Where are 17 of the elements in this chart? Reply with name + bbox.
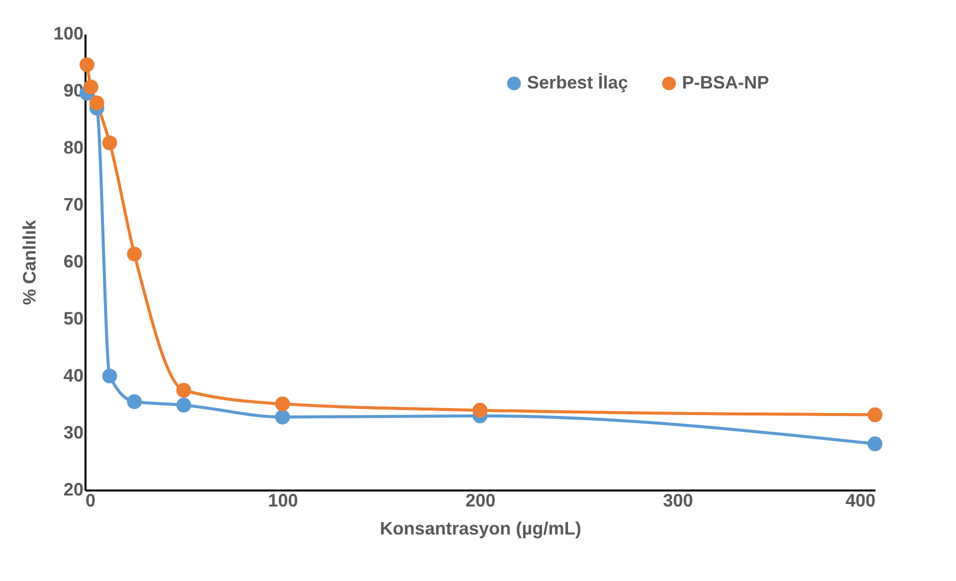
y-tick-label: 50 (63, 308, 84, 328)
x-axis-title: Konsantrasyon (µg/mL) (380, 518, 582, 538)
y-tick-label: 20 (63, 480, 84, 500)
x-tick-label: 400 (845, 490, 876, 510)
y-tick-label: 70 (63, 194, 84, 214)
y-tick-label: 40 (63, 366, 84, 386)
y-tick-label: 100 (53, 24, 84, 44)
y-tick-label: 80 (63, 138, 84, 158)
x-tick-label: 100 (268, 490, 298, 510)
y-tick-label: 60 (63, 252, 84, 272)
legend-label: P-BSA-NP (682, 72, 770, 92)
x-tick-label: 300 (662, 490, 694, 510)
x-tick-label: 200 (465, 490, 496, 510)
y-axis-title: % Canlılık (19, 219, 40, 306)
y-tick-label: 30 (63, 422, 84, 442)
x-tick-label: 0 (86, 490, 96, 510)
legend-label: Serbest İlaç (527, 72, 628, 92)
